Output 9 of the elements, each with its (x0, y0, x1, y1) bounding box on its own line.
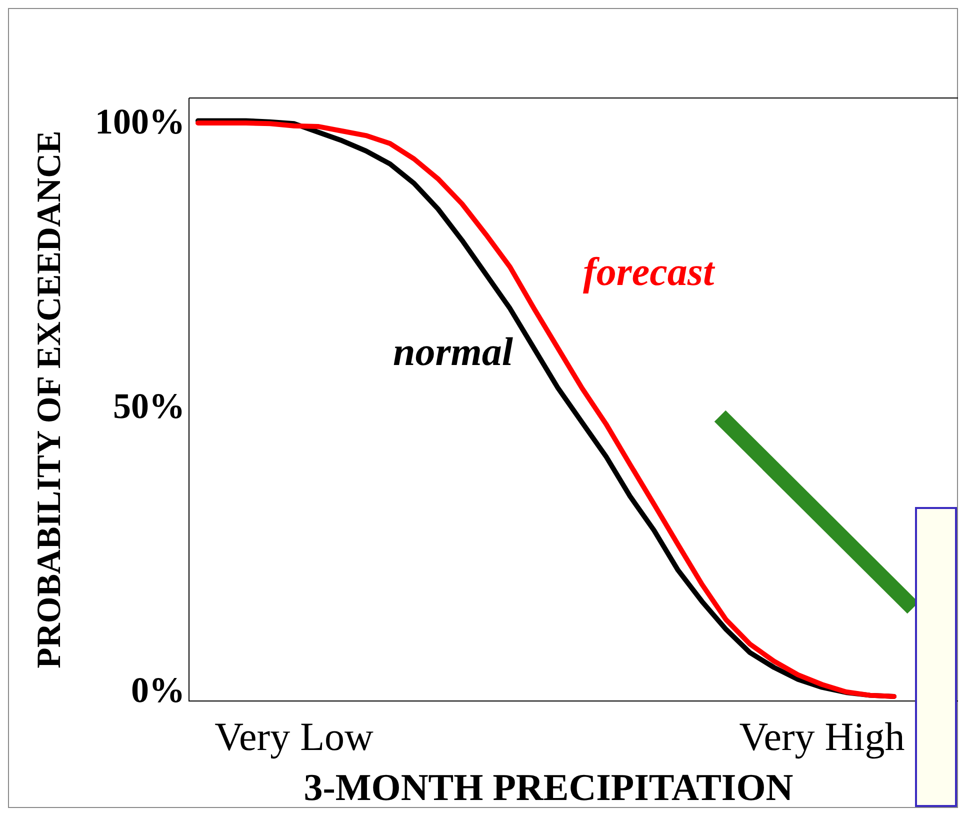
y-tick-label: 50% (113, 386, 185, 426)
y-tick-label: 100% (95, 101, 185, 142)
x-tick-label: Very High (739, 714, 905, 759)
y-axis-title: PROBABILITY OF EXCEEDANCE (31, 130, 68, 668)
series-label: forecast (583, 248, 716, 294)
x-tick-label: Very Low (214, 714, 374, 759)
x-axis-title: 3-MONTH PRECIPITATION (304, 767, 794, 809)
y-tick-label: 0% (131, 670, 185, 710)
series-label: normal (392, 329, 514, 374)
